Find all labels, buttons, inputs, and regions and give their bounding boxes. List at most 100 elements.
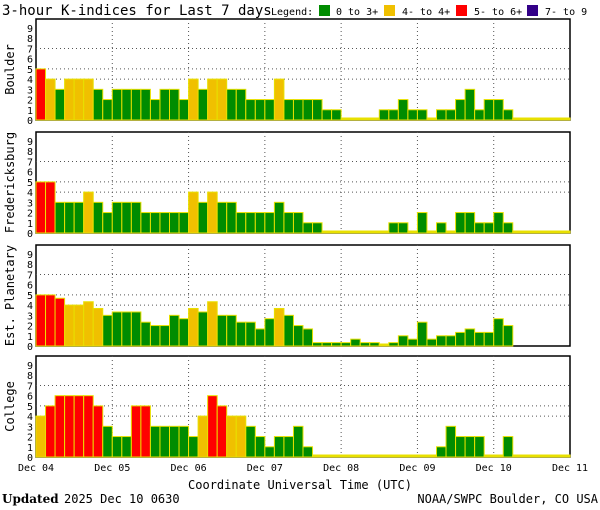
bar <box>73 304 85 347</box>
bar <box>130 311 142 347</box>
bar <box>540 454 552 458</box>
bar <box>397 222 409 234</box>
bar <box>493 454 504 458</box>
bar <box>273 307 285 347</box>
bar <box>340 342 352 347</box>
bar <box>178 318 190 347</box>
bar <box>397 454 409 458</box>
y-tick-label: 8 <box>27 260 33 271</box>
legend-swatch-red <box>456 5 467 16</box>
legend-text-1: 4- to 4+ <box>402 7 450 18</box>
bar <box>331 342 342 347</box>
y-tick-label: 9 <box>27 24 33 35</box>
bar <box>455 331 466 347</box>
bar <box>235 212 247 234</box>
bar <box>531 230 542 234</box>
bar <box>559 230 571 234</box>
bar <box>111 201 123 234</box>
bar <box>197 88 209 121</box>
y-tick-label: 3 <box>27 198 33 209</box>
bar <box>207 191 218 234</box>
bar <box>83 301 94 347</box>
legend-label: Legend: <box>271 7 313 18</box>
bar <box>312 99 323 121</box>
bar <box>340 454 352 458</box>
bar <box>455 212 466 234</box>
bar <box>121 201 132 234</box>
bar <box>140 321 151 347</box>
y-tick-label: 6 <box>27 168 33 179</box>
legend-swatch-yellow <box>384 5 395 16</box>
bar <box>207 78 218 121</box>
bar <box>312 222 323 234</box>
bar <box>207 301 218 347</box>
y-tick-label: 6 <box>27 392 33 403</box>
legend-swatch-purple <box>527 5 538 16</box>
bar <box>102 99 113 121</box>
legend-text-2: 5- to 6+ <box>474 7 522 18</box>
bar <box>483 331 495 347</box>
source-credit: NOAA/SWPC Boulder, CO USA <box>417 492 598 506</box>
updated-label: Updated <box>2 492 59 506</box>
bar <box>35 294 47 347</box>
bar <box>550 454 561 458</box>
bar <box>378 343 390 347</box>
bar <box>140 88 151 121</box>
bar <box>188 307 199 347</box>
bar <box>464 328 476 347</box>
bar <box>512 117 523 121</box>
bar <box>407 338 418 347</box>
x-axis-title: Coordinate Universal Time (UTC) <box>188 478 412 492</box>
x-tick-label: Dec 06 <box>171 463 207 474</box>
y-tick-label: 0 <box>27 229 33 240</box>
bar <box>83 78 94 121</box>
bar <box>121 311 132 347</box>
bar <box>149 212 161 234</box>
x-tick-label: Dec 10 <box>476 463 512 474</box>
bar <box>235 415 247 458</box>
y-tick-label: 0 <box>27 116 33 127</box>
y-tick-label: 4 <box>27 301 33 312</box>
bar <box>130 201 142 234</box>
bar <box>388 109 399 121</box>
bar <box>474 436 485 458</box>
legend: Legend: 0 to 3+ 4- to 4+ 5- to 6+ 7- to … <box>271 5 587 18</box>
bar <box>121 88 132 121</box>
bar <box>83 191 94 234</box>
bar <box>550 117 561 121</box>
bar <box>73 395 85 458</box>
y-tick-label: 2 <box>27 209 33 220</box>
y-tick-label: 9 <box>27 250 33 261</box>
bar <box>416 109 428 121</box>
bar <box>512 454 523 458</box>
bar <box>178 99 190 121</box>
y-tick-label: 2 <box>27 433 33 444</box>
bar <box>73 201 85 234</box>
bar <box>292 425 304 458</box>
bar <box>321 342 333 347</box>
bar <box>455 436 466 458</box>
bar <box>92 405 104 458</box>
y-tick-label: 3 <box>27 85 33 96</box>
bar <box>235 321 247 347</box>
bar <box>445 425 457 458</box>
legend-text-3: 7- to 9 <box>545 7 587 18</box>
bar <box>73 78 85 121</box>
bar <box>312 342 323 347</box>
bar <box>416 454 428 458</box>
bar <box>245 212 256 234</box>
y-tick-label: 8 <box>27 371 33 382</box>
x-tick-label: Dec 05 <box>94 463 130 474</box>
bar <box>474 109 485 121</box>
bar <box>245 425 256 458</box>
bar <box>92 307 104 347</box>
bar <box>436 335 447 347</box>
bar <box>483 454 495 458</box>
bar <box>531 454 542 458</box>
bar <box>312 454 323 458</box>
y-tick-label: 7 <box>27 44 33 55</box>
bar <box>216 78 228 121</box>
bar <box>273 436 285 458</box>
bar <box>407 454 418 458</box>
bar <box>130 405 142 458</box>
